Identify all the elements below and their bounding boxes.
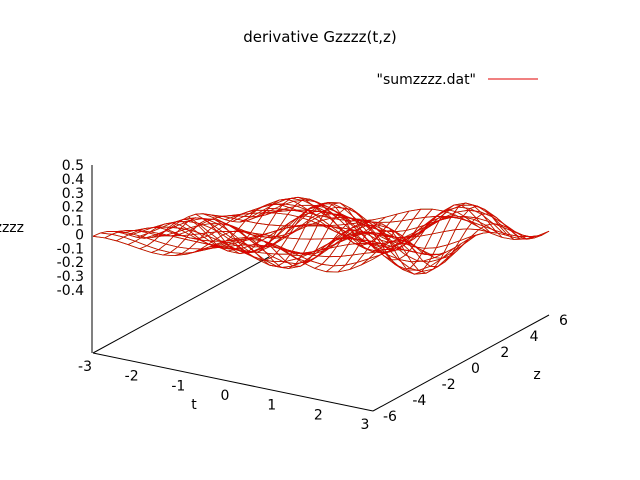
surface-top-line-z [173,210,454,271]
surface-top-line-z [122,226,403,263]
y-tick-label: -6 [383,409,397,425]
legend-label: "sumzzzz.dat" [377,72,476,88]
y-axis-line [372,314,550,412]
y-tick-label: 2 [500,345,509,361]
surface-top-line-z [195,206,476,263]
surface-top-line-z [268,207,550,240]
x-tick-label: 0 [221,388,230,404]
surface-top-line-z [254,204,535,239]
chart-title: derivative Gzzzz(t,z) [243,28,396,46]
x-tick-label: -1 [171,378,185,394]
z-tick-label: 0.5 [62,158,84,174]
surface-top-line-z [188,201,469,272]
surface-top-line-z [232,197,513,254]
z-axis-label: Gzzzz [0,220,24,236]
z-tick-label: 0.2 [62,200,84,216]
x-tick-label: -3 [78,359,92,375]
surface-mesh [92,196,550,275]
z-tick-label: -0.3 [57,269,84,285]
x-tick-label: 3 [361,417,370,433]
axes [91,165,550,412]
surface-top-line-z [239,196,520,251]
z-tick-label: 0.4 [62,172,84,188]
x-tick-label: 1 [267,398,276,414]
z-tick-label: 0.3 [62,186,84,202]
y-tick-label: -4 [412,393,426,409]
surface-bottom-line-z [144,218,425,265]
z-tick-label: -0.4 [57,283,84,299]
x-axis-label: t [191,397,197,413]
y-tick-label: 0 [471,361,480,377]
z-tick-label: 0.1 [62,214,84,230]
surface-top-line-z [246,199,528,243]
surface-top-line-z [261,209,542,238]
y-tick-label: 4 [530,329,539,345]
z-tick-label: -0.1 [57,241,84,257]
x-tick-label: 2 [314,407,323,423]
y-tick-label: -2 [442,377,456,393]
y-tick-label: 6 [559,313,568,329]
y-axis-label: z [533,367,540,383]
surface-top-line-z [166,223,447,263]
surface-top-line-z [144,218,425,265]
z-tick-label: -0.2 [57,255,84,271]
z-tick-label: 0 [75,227,84,243]
x-axis-line [92,352,374,412]
depth-axis-line [92,256,270,354]
surface-top-line-z [158,230,440,255]
surface-top-line-z [224,203,506,252]
x-tick-label: -2 [125,369,139,385]
